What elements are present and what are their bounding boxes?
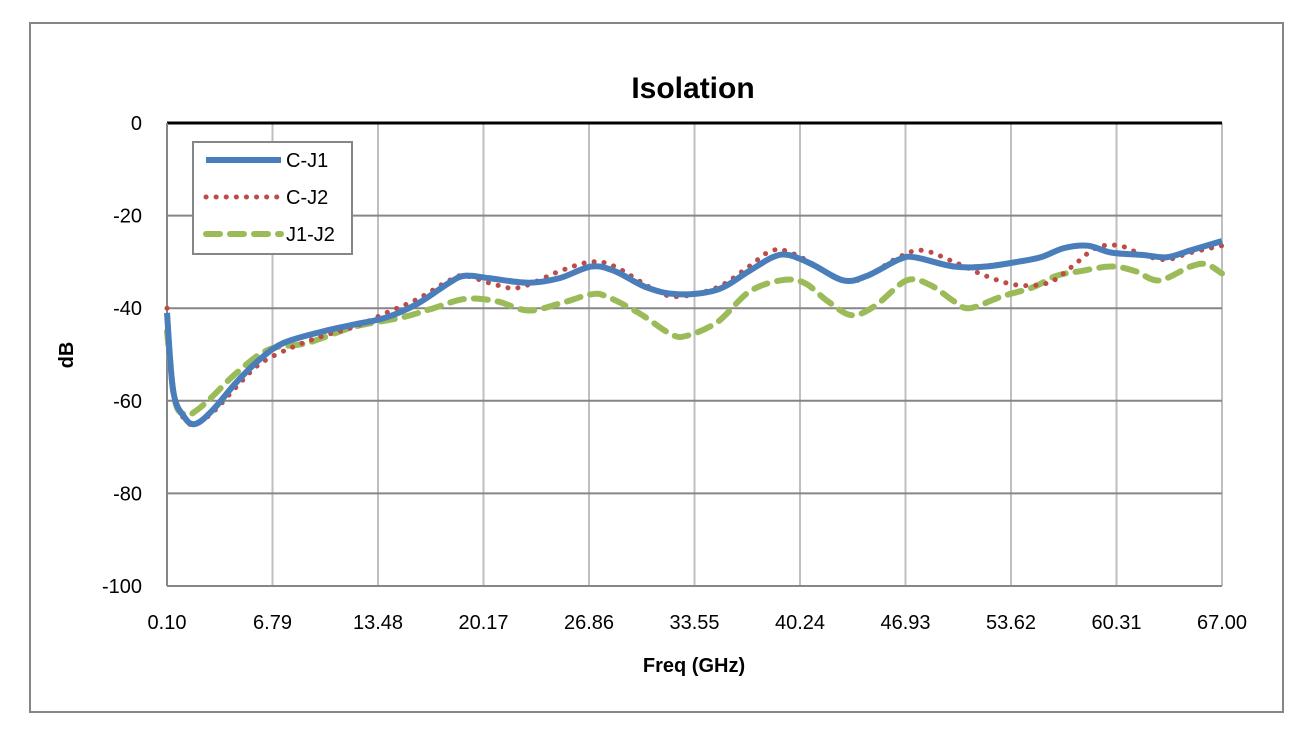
x-tick-label: 0.10	[148, 612, 187, 634]
x-tick-label: 6.79	[253, 612, 292, 634]
y-axis-ticks: 0 -20 -40 -60 -80 -100	[102, 113, 142, 598]
legend-label: C-J1	[286, 150, 328, 172]
chart-border	[29, 22, 1284, 713]
chart-title: Isolation	[631, 72, 754, 105]
y-tick-label: -80	[113, 483, 142, 505]
legend-label: J1-J2	[286, 224, 335, 246]
y-tick-label: -20	[113, 206, 142, 228]
series-line-c-j1	[164, 238, 1223, 428]
x-tick-label: 67.00	[1197, 612, 1247, 634]
series-group	[164, 238, 1225, 428]
x-tick-label: 40.24	[775, 612, 825, 634]
y-axis-label: dB	[56, 342, 78, 369]
x-axis-ticks: 0.10 6.79 13.48 20.17 26.86 33.55 40.24 46.93 53…	[148, 612, 1248, 634]
x-tick-label: 20.17	[458, 612, 508, 634]
y-tick-label: -40	[113, 298, 142, 320]
x-tick-label: 46.93	[880, 612, 930, 634]
x-tick-label: 26.86	[564, 612, 614, 634]
legend: C-J1 C-J2 J1-J2	[192, 141, 353, 255]
y-tick-label: -100	[102, 576, 142, 598]
legend-label: C-J2	[286, 187, 328, 209]
x-tick-label: 33.55	[669, 612, 719, 634]
x-axis-label: Freq (GHz)	[643, 655, 745, 677]
y-tick-label: -60	[113, 391, 142, 413]
x-tick-label: 60.31	[1091, 612, 1141, 634]
x-tick-label: 53.62	[986, 612, 1036, 634]
y-tick-label: 0	[131, 113, 142, 135]
x-tick-label: 13.48	[353, 612, 403, 634]
